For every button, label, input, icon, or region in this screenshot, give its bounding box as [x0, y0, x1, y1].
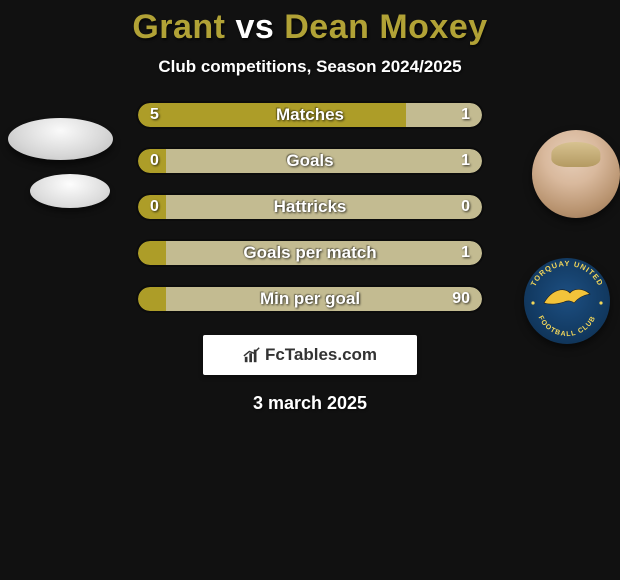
stat-fill-right — [166, 241, 482, 265]
subtitle: Club competitions, Season 2024/2025 — [0, 57, 620, 77]
bar-chart-icon — [243, 346, 261, 364]
brand-badge[interactable]: FcTables.com — [203, 335, 417, 375]
stat-fill-left — [138, 149, 166, 173]
stat-fill-right — [406, 103, 482, 127]
stat-fill-left — [138, 103, 406, 127]
stat-fill-left — [138, 287, 166, 311]
stat-row: Hattricks00 — [136, 193, 484, 221]
club-left-badge — [30, 174, 110, 208]
title-vs: vs — [235, 8, 274, 46]
title-player-left: Grant — [132, 8, 225, 46]
stat-row: Matches51 — [136, 101, 484, 129]
page-title: Grant vs Dean Moxey — [0, 0, 620, 47]
stat-fill-left — [138, 195, 166, 219]
stat-fill-right — [166, 195, 482, 219]
title-player-right: Dean Moxey — [284, 8, 487, 46]
date-label: 3 march 2025 — [0, 393, 620, 414]
player-right-avatar — [532, 130, 620, 218]
brand-text: FcTables.com — [265, 345, 377, 365]
stat-row: Goals per match1 — [136, 239, 484, 267]
stat-row: Min per goal90 — [136, 285, 484, 313]
stat-fill-right — [166, 149, 482, 173]
svg-text:FOOTBALL CLUB: FOOTBALL CLUB — [537, 315, 598, 338]
stat-row: Goals01 — [136, 147, 484, 175]
stat-fill-left — [138, 241, 166, 265]
stat-fill-right — [166, 287, 482, 311]
player-left-avatar — [8, 118, 113, 160]
infographic-card: Grant vs Dean Moxey Club competitions, S… — [0, 0, 620, 580]
club-right-badge: TORQUAY UNITED FOOTBALL CLUB — [524, 258, 610, 344]
gull-icon — [542, 281, 592, 315]
